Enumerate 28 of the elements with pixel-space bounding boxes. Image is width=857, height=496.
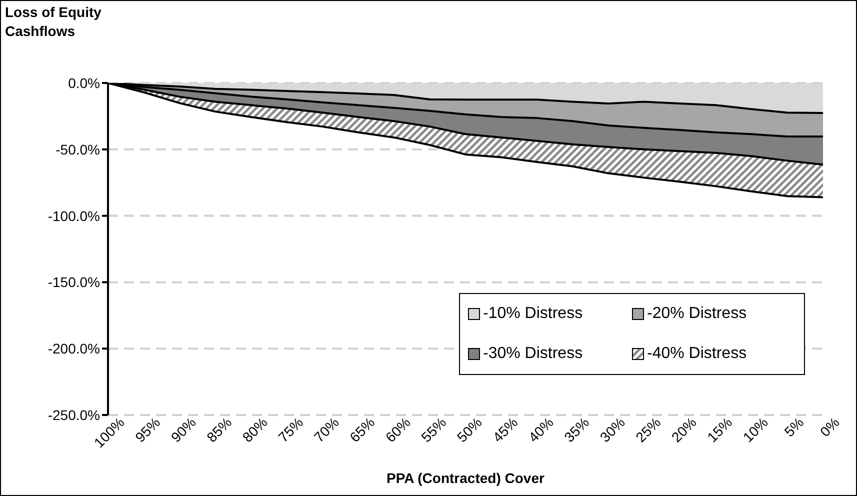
x-tick-label: 0% <box>816 414 842 440</box>
y-tick-label: -200.0% <box>48 340 100 357</box>
x-tick-label: 80% <box>239 414 270 446</box>
x-tick-label: 30% <box>596 414 628 446</box>
y-tick-label: -250.0% <box>48 406 100 423</box>
y-tick-label: 0.0% <box>68 74 100 91</box>
x-tick-label: 45% <box>489 414 521 446</box>
x-tick-label: 85% <box>203 414 235 446</box>
y-tick-label: -100.0% <box>48 208 100 224</box>
x-tick-label: 5% <box>781 414 807 440</box>
x-tick-label: 65% <box>346 414 378 446</box>
x-tick-label: 75% <box>274 414 306 446</box>
legend-label: -30% Distress <box>483 345 583 363</box>
x-tick-label: 70% <box>310 414 342 446</box>
legend-label: -40% Distress <box>647 345 747 363</box>
y-axis-title: Loss of Equity Cashflows <box>5 3 102 41</box>
x-tick-label: 90% <box>168 414 199 446</box>
x-tick-label: 55% <box>418 414 450 446</box>
x-tick-label: 50% <box>454 414 485 446</box>
x-axis-title: PPA (Contracted) Cover <box>386 470 545 486</box>
x-tick-label: 35% <box>560 414 592 446</box>
legend-label: -10% Distress <box>483 305 583 323</box>
x-tick-label: 40% <box>525 414 556 446</box>
legend-label: -20% Distress <box>647 305 747 323</box>
x-tick-label: 60% <box>382 414 414 446</box>
y-tick-label: -150.0% <box>48 274 100 290</box>
x-tick-label: 95% <box>132 414 164 446</box>
y-tick-label: -50.0% <box>56 141 100 158</box>
